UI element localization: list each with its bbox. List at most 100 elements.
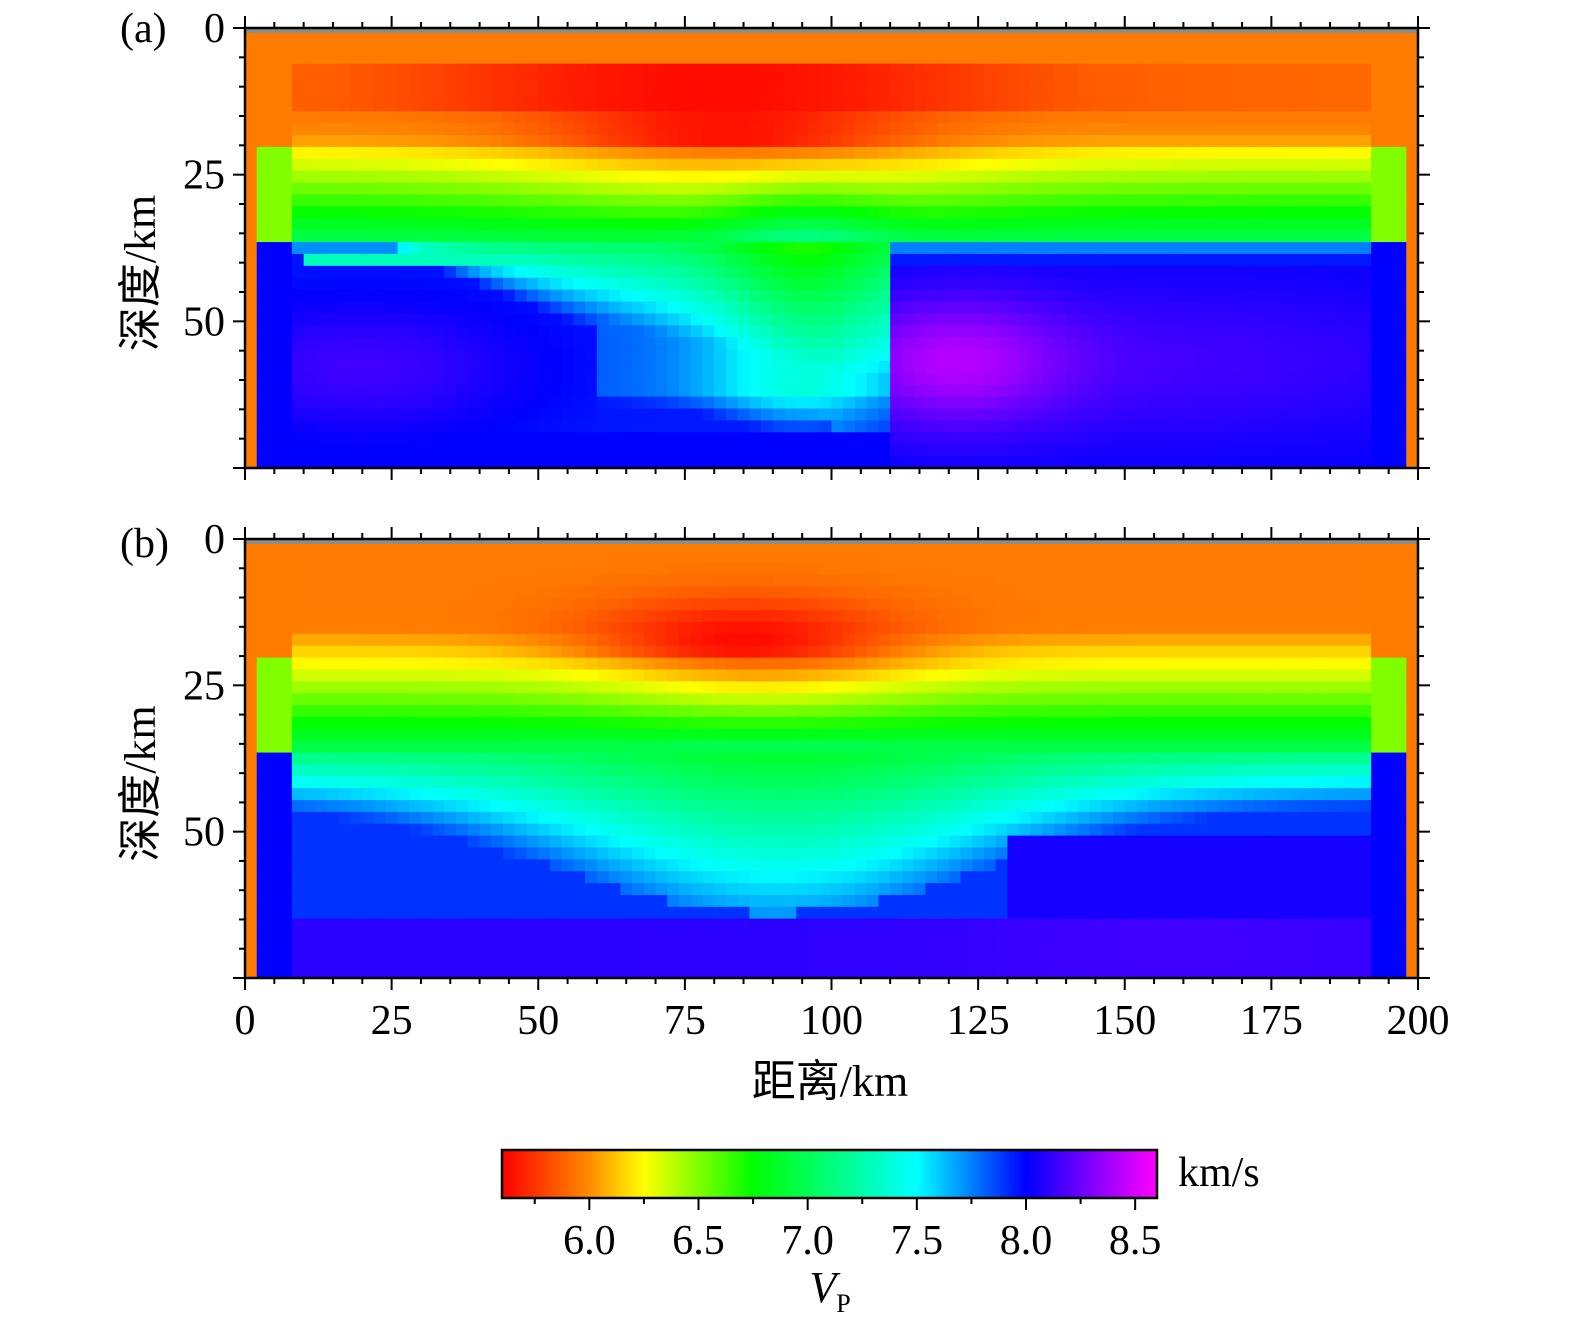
heatmap-cell: [280, 693, 293, 706]
heatmap-cell: [350, 562, 363, 576]
heatmap-cell: [327, 313, 340, 326]
heatmap-cell: [1288, 182, 1302, 196]
heatmap-cell: [479, 420, 492, 433]
heatmap-cell: [925, 87, 938, 100]
heatmap-cell: [1218, 432, 1231, 445]
heatmap-cell: [1242, 444, 1255, 457]
heatmap-cell: [268, 918, 281, 932]
heatmap-cell: [714, 242, 727, 255]
heatmap-cell: [503, 51, 516, 65]
heatmap-cell: [679, 75, 692, 89]
heatmap-cell: [960, 242, 973, 255]
heatmap-cell: [467, 146, 481, 160]
heatmap-cell: [1335, 408, 1349, 422]
heatmap-cell: [479, 811, 492, 825]
heatmap-cell: [1371, 99, 1384, 112]
heatmap-cell: [819, 337, 833, 350]
heatmap-cell: [385, 811, 399, 825]
heatmap-cell: [1300, 349, 1314, 362]
heatmap-cell: [514, 63, 528, 77]
heatmap-cell: [937, 123, 950, 136]
heatmap-cell: [327, 728, 340, 742]
heatmap-cell: [467, 51, 481, 65]
heatmap-cell: [843, 51, 856, 65]
heatmap-cell: [1054, 123, 1067, 136]
heatmap-cell: [948, 289, 962, 303]
heatmap-cell: [608, 87, 621, 100]
heatmap-cell: [256, 598, 270, 611]
heatmap-cell: [291, 123, 305, 136]
heatmap-cell: [1288, 289, 1302, 303]
heatmap-cell: [737, 75, 750, 89]
heatmap-cell: [831, 360, 844, 374]
heatmap-cell: [1136, 146, 1149, 160]
heatmap-cell: [1277, 289, 1290, 303]
heatmap-cell: [526, 954, 539, 967]
heatmap-cell: [315, 705, 328, 718]
heatmap-cell: [1066, 444, 1079, 457]
heatmap-cell: [280, 301, 293, 314]
heatmap-cell: [549, 930, 563, 943]
heatmap-cell: [573, 906, 586, 920]
heatmap-cell: [1300, 87, 1314, 100]
heatmap-cell: [338, 811, 352, 825]
heatmap-cell: [772, 75, 786, 89]
heatmap-cell: [1394, 456, 1407, 469]
heatmap-cell: [503, 598, 516, 611]
heatmap-cell: [503, 894, 516, 908]
heatmap-cell: [655, 420, 668, 433]
heatmap-cell: [983, 444, 997, 457]
heatmap-cell: [291, 847, 305, 860]
heatmap-cell: [444, 396, 457, 410]
heatmap-cell: [878, 170, 891, 184]
heatmap-cell: [303, 823, 316, 837]
heatmap-cell: [444, 894, 457, 908]
heatmap-cell: [245, 859, 258, 872]
heatmap-cell: [514, 811, 528, 825]
heatmap-cell: [1195, 372, 1208, 386]
heatmap-cell: [479, 456, 492, 469]
heatmap-cell: [1195, 111, 1208, 124]
heatmap-cell: [245, 135, 258, 148]
heatmap-cell: [409, 918, 422, 932]
heatmap-cell: [409, 966, 422, 979]
heatmap-cell: [679, 408, 692, 422]
heatmap-cell: [1101, 135, 1114, 148]
heatmap-cell: [315, 277, 328, 291]
heatmap-cell: [1382, 277, 1396, 291]
heatmap-cell: [1371, 75, 1384, 89]
heatmap-cell: [420, 218, 434, 231]
heatmap-cell: [538, 966, 551, 979]
heatmap-cell: [245, 894, 258, 908]
heatmap-cell: [1265, 420, 1278, 433]
heatmap-cell: [456, 111, 469, 124]
heatmap-cell: [280, 325, 293, 338]
heatmap-cell: [549, 657, 563, 671]
heatmap-cell: [350, 337, 363, 350]
heatmap-cell: [385, 349, 399, 362]
heatmap-cell: [596, 716, 610, 730]
heatmap-cell: [866, 420, 880, 433]
heatmap-cell: [1218, 111, 1231, 124]
heatmap-cell: [420, 752, 434, 766]
heatmap-cell: [1265, 325, 1278, 338]
heatmap-cell: [620, 218, 633, 231]
heatmap-cell: [432, 111, 446, 124]
heatmap-cell: [549, 87, 563, 100]
heatmap-cell: [948, 51, 962, 65]
heatmap-cell: [831, 218, 844, 231]
heatmap-cell: [854, 242, 868, 255]
heatmap-cell: [679, 242, 692, 255]
heatmap-cell: [420, 349, 434, 362]
heatmap-cell: [808, 372, 821, 386]
heatmap-cell: [315, 586, 328, 599]
heatmap-cell: [1312, 63, 1325, 77]
heatmap-cell: [1066, 456, 1079, 469]
heatmap-cell: [256, 194, 270, 207]
heatmap-cell: [808, 396, 821, 410]
heatmap-cell: [761, 75, 774, 89]
heatmap-cell: [1042, 206, 1055, 219]
heatmap-cell: [1335, 75, 1349, 89]
heatmap-cell: [714, 39, 727, 53]
heatmap-cell: [913, 289, 926, 303]
